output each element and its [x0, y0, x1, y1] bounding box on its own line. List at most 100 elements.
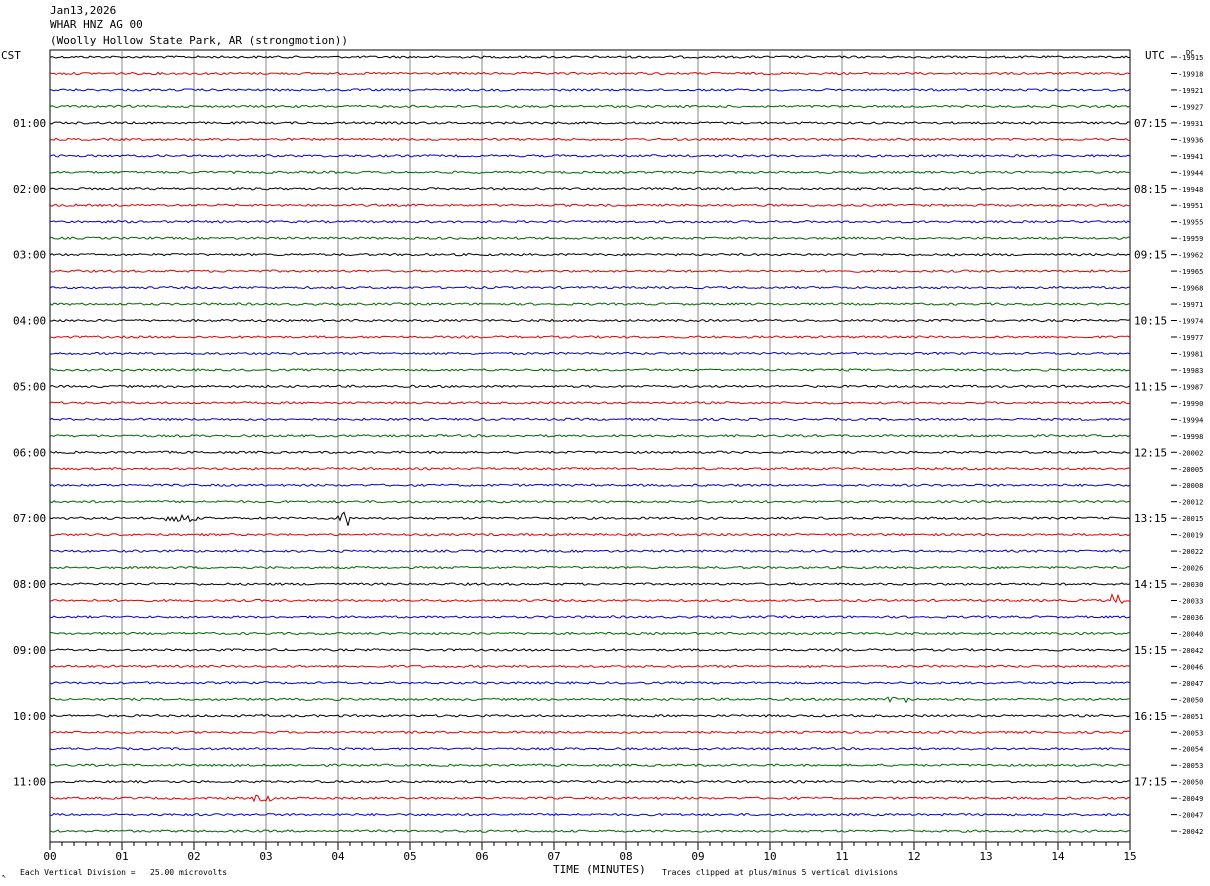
- dc-offset-label: -20008: [1178, 482, 1203, 490]
- dc-offset-label: -20033: [1178, 598, 1203, 606]
- x-tick-label: 03: [259, 850, 272, 863]
- dc-offset-label: -19921: [1178, 87, 1203, 95]
- cst-time-label: 02:00: [13, 183, 46, 196]
- trace-line: [49, 104, 1131, 109]
- dc-offset-label: -19927: [1178, 103, 1203, 111]
- cst-time-label: 07:00: [13, 512, 46, 525]
- dc-offset-label: -19968: [1178, 285, 1203, 293]
- cst-time-label: 01:00: [13, 117, 46, 130]
- trace-line: [49, 434, 1131, 438]
- trace-line: [49, 779, 1130, 784]
- x-tick-label: 14: [1051, 850, 1065, 863]
- dc-offset-label: -19994: [1178, 416, 1203, 424]
- trace-line: [49, 714, 1131, 718]
- cst-time-label: 04:00: [13, 315, 46, 328]
- date-label: Jan13,2026: [50, 4, 117, 17]
- x-tick-label: 08: [619, 850, 632, 863]
- x-tick-label: 05: [403, 850, 416, 863]
- utc-time-label: 09:15: [1134, 249, 1167, 262]
- dc-offset-label: -19971: [1178, 301, 1203, 309]
- trace-line: [49, 285, 1131, 290]
- x-tick-label: 06: [475, 850, 488, 863]
- utc-time-label: 13:15: [1134, 512, 1167, 525]
- cst-time-label: 11:00: [13, 776, 46, 789]
- utc-time-label: 15:15: [1134, 644, 1167, 657]
- trace-line: [49, 631, 1131, 636]
- dc-offset-label: -20053: [1178, 729, 1203, 737]
- trace-line: [49, 794, 1131, 803]
- dc-offset-label: -20047: [1178, 812, 1203, 820]
- dc-offset-label: -20012: [1178, 499, 1203, 507]
- trace-line: [49, 664, 1131, 669]
- cst-time-label: 09:00: [13, 644, 46, 657]
- dc-offset-label: -20015: [1178, 515, 1203, 523]
- dc-offset-label: -20050: [1178, 696, 1203, 704]
- dc-offset-label: -20054: [1178, 746, 1203, 754]
- trace-line: [49, 154, 1131, 158]
- utc-time-label: 14:15: [1134, 578, 1167, 591]
- plot-frame: [49, 49, 1131, 843]
- dc-offset-label: -19944: [1178, 169, 1203, 177]
- trace-line: [49, 499, 1130, 504]
- dc-offset-label: -19977: [1178, 334, 1203, 342]
- dc-offset-label: -19998: [1178, 433, 1203, 441]
- dc-offset-label: -20047: [1178, 680, 1203, 688]
- utc-time-label: 07:15: [1134, 117, 1167, 130]
- trace-line: [49, 384, 1131, 389]
- x-tick-label: 04: [331, 850, 345, 863]
- trace-line: [49, 681, 1131, 685]
- trace-line: [49, 269, 1131, 273]
- trace-line: [49, 318, 1131, 323]
- dc-offset-label: -19987: [1178, 383, 1203, 391]
- utc-time-label: 16:15: [1134, 710, 1167, 723]
- trace-line: [49, 368, 1131, 372]
- trace-line: [49, 401, 1131, 405]
- trace-line: [49, 187, 1131, 191]
- trace-line: [49, 763, 1131, 767]
- dc-offset-label: -20050: [1178, 779, 1203, 787]
- trace-line: [49, 747, 1131, 751]
- trace-line: [49, 121, 1131, 125]
- utc-axis-label: UTC: [1145, 49, 1165, 62]
- dc-offset-label: -20053: [1178, 762, 1203, 770]
- cst-time-label: 06:00: [13, 446, 46, 459]
- trace-line: [49, 170, 1131, 175]
- x-tick-label: 02: [187, 850, 200, 863]
- trace-line: [49, 137, 1131, 142]
- dc-offset-label: -20036: [1178, 614, 1203, 622]
- trace-line: [49, 351, 1131, 356]
- station-label: WHAR HNZ AG 00: [50, 18, 143, 31]
- trace-line: [49, 71, 1131, 76]
- dc-offset-label: -19918: [1178, 70, 1203, 78]
- trace-line: [49, 252, 1131, 257]
- utc-time-label: 11:15: [1134, 380, 1167, 393]
- dc-offset-label: -19955: [1178, 219, 1203, 227]
- dc-offset-label: -19990: [1178, 400, 1203, 408]
- dc-offset-label: -20022: [1178, 548, 1203, 556]
- x-tick-label: 15: [1123, 850, 1136, 863]
- dc-offset-label: -20002: [1178, 449, 1203, 457]
- dc-offset-label: -19962: [1178, 252, 1203, 260]
- trace-line: [49, 203, 1130, 208]
- trace-line: [49, 812, 1131, 817]
- trace-line: [49, 592, 1131, 604]
- dc-offset-label: -19948: [1178, 186, 1203, 194]
- cst-axis-label: CST: [1, 49, 21, 62]
- dc-offset-label: -20051: [1178, 713, 1203, 721]
- trace-line: [49, 450, 1131, 455]
- dc-offset-label: -19965: [1178, 268, 1203, 276]
- dc-offset-label: -19959: [1178, 235, 1203, 243]
- x-tick-label: 07: [547, 850, 560, 863]
- trace-line: [49, 582, 1131, 586]
- trace-line: [49, 648, 1131, 652]
- location-label: (Woolly Hollow State Park, AR (strongmot…: [50, 34, 349, 47]
- trace-line: [49, 532, 1131, 537]
- x-tick-label: 09: [691, 850, 704, 863]
- dc-offset-label: -20040: [1178, 630, 1203, 638]
- trace-line: [49, 615, 1131, 619]
- trace-line: [49, 417, 1131, 422]
- utc-time-label: 10:15: [1134, 315, 1167, 328]
- trace-line: [49, 511, 1131, 526]
- trace-line: [49, 730, 1130, 735]
